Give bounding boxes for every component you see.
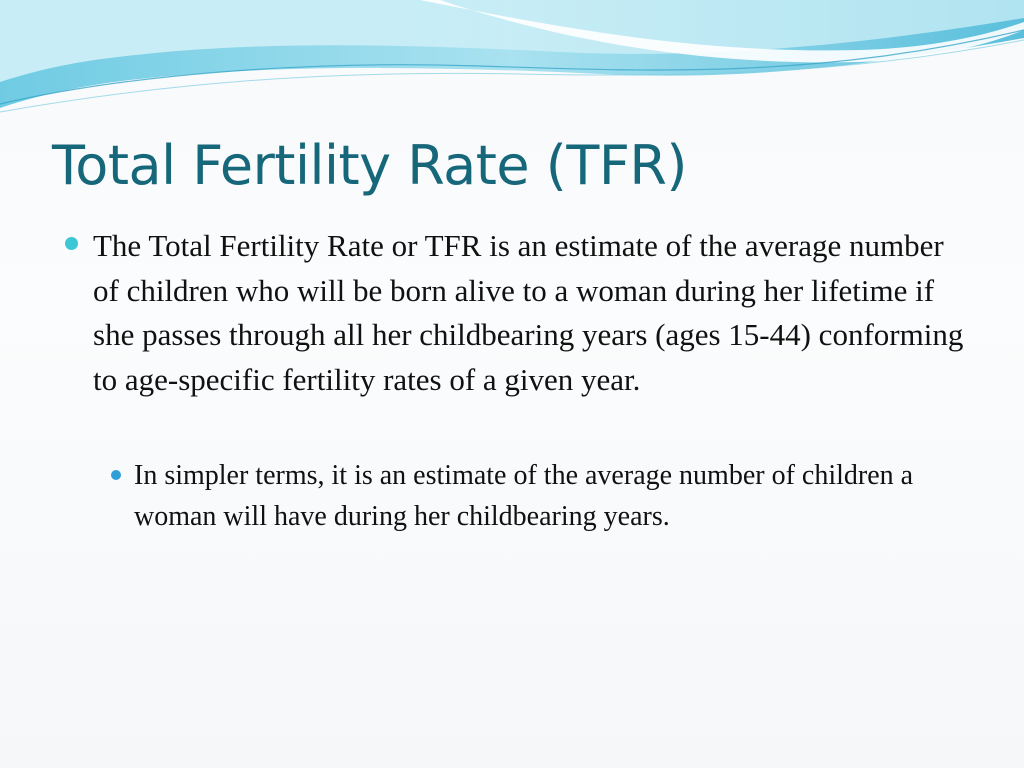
wave-header-decoration xyxy=(0,0,1024,113)
bullet-icon xyxy=(65,237,78,250)
sub-bullet-item-simpler-terms: In simpler terms, it is an estimate of t… xyxy=(134,460,914,532)
slide-title: Total Fertility Rate (TFR) xyxy=(52,134,687,197)
bullet-item-definition: The Total Fertility Rate or TFR is an es… xyxy=(93,228,964,397)
sub-bullet-icon xyxy=(111,470,121,480)
